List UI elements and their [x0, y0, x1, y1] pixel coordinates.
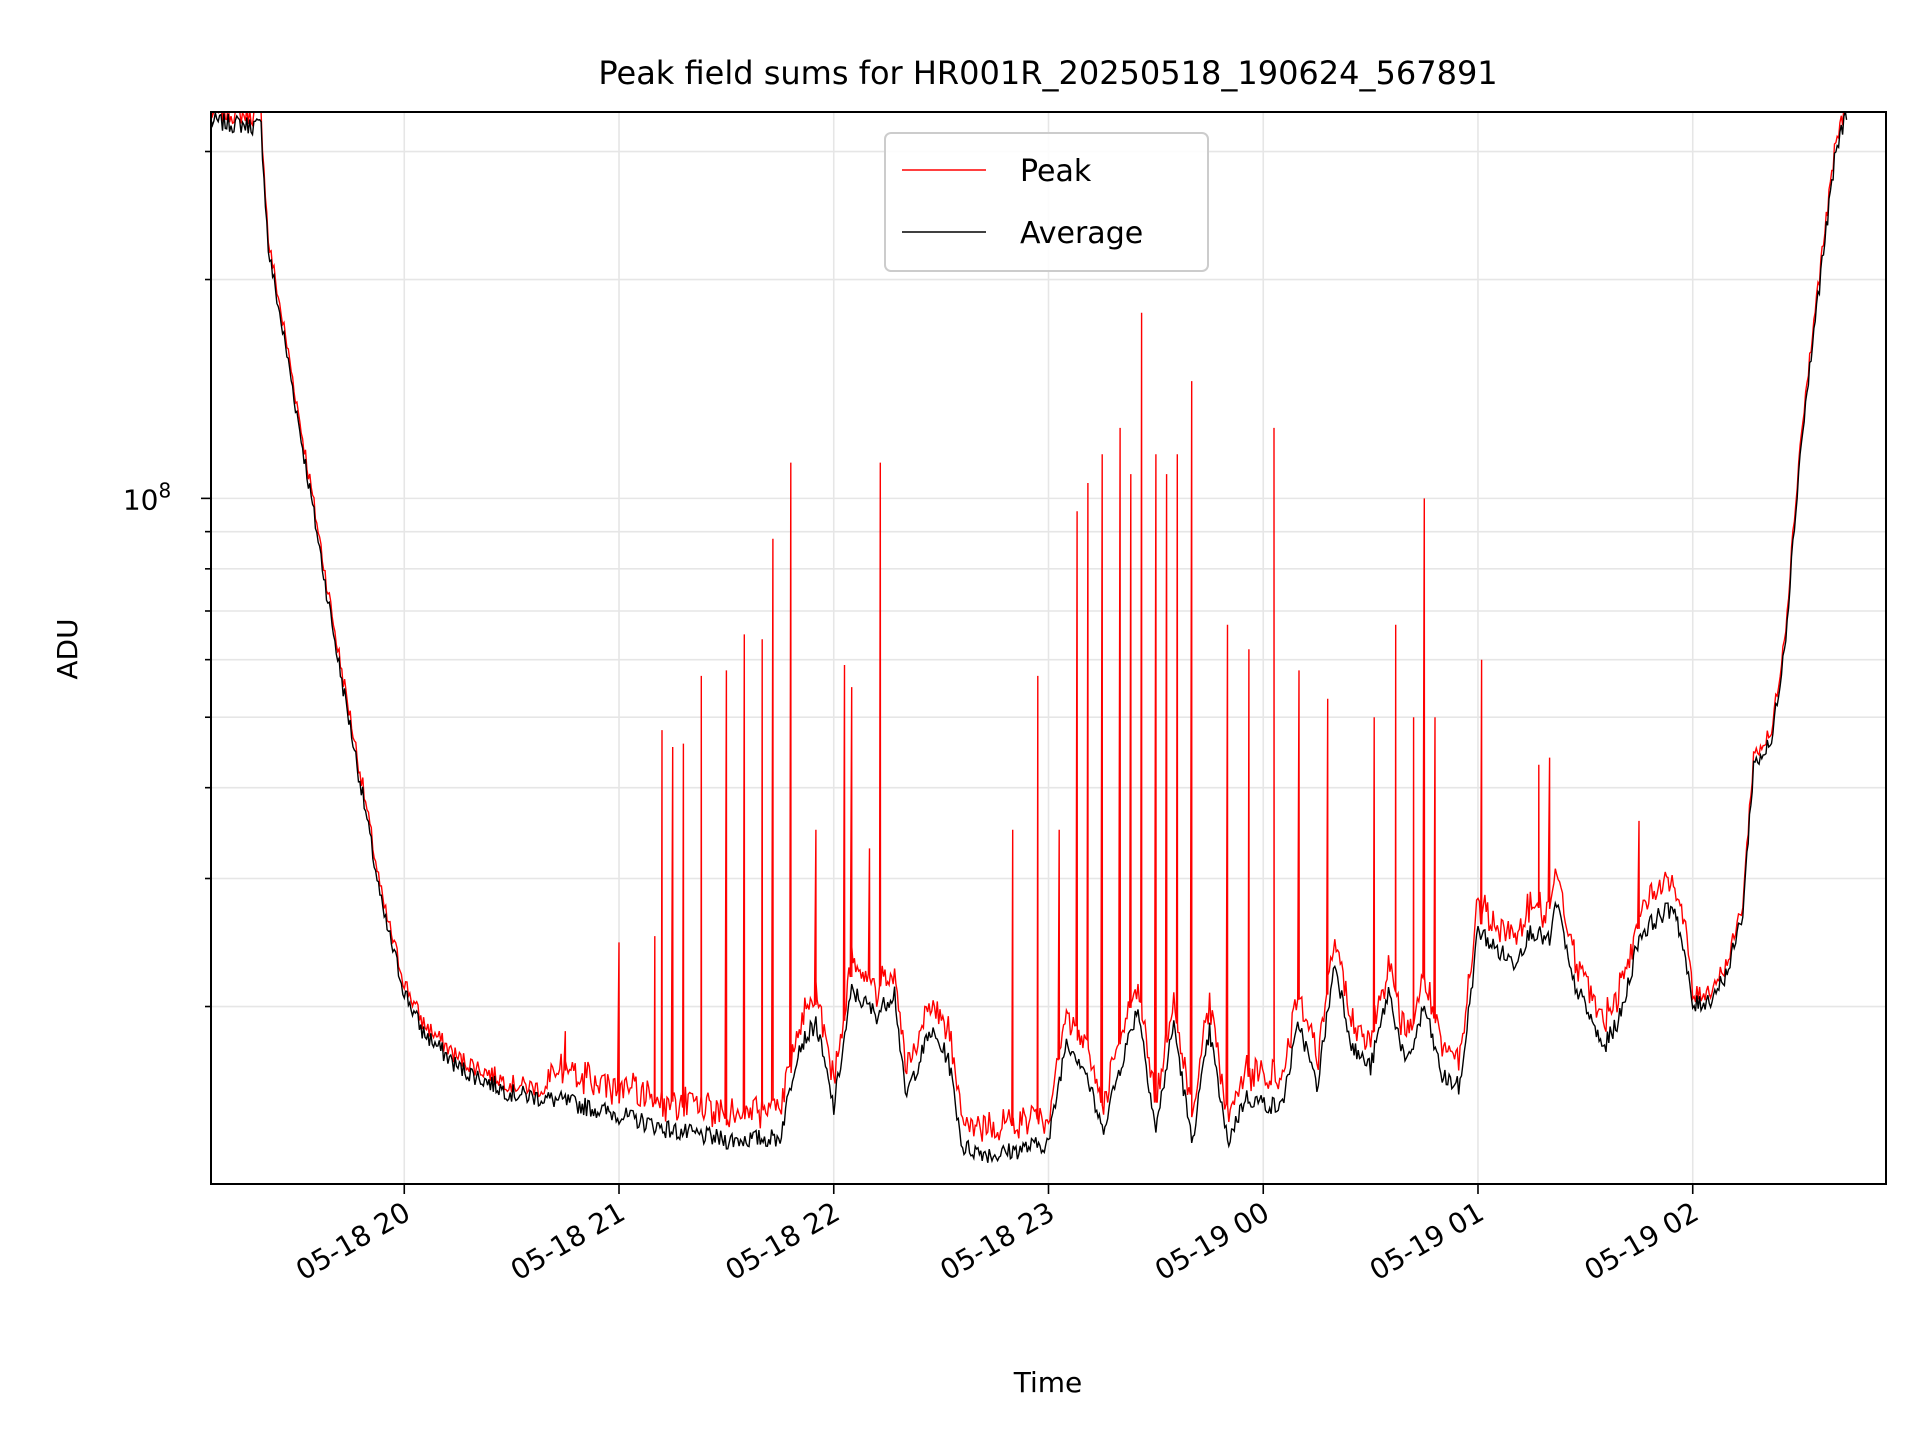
legend-label-peak: Peak [1020, 154, 1092, 189]
legend-box [884, 132, 1209, 272]
series-line-average [211, 112, 1848, 1164]
plot-frame [210, 111, 1887, 1185]
plot-area [211, 112, 1848, 1164]
legend-label-average: Average [1020, 216, 1143, 251]
y-tick-label: 108 [123, 478, 171, 516]
x-axis-label: Time [1013, 1366, 1083, 1399]
chart-title: Peak field sums for HR001R_20250518_1906… [598, 54, 1497, 92]
y-axis-ticks: 108 [123, 150, 211, 1008]
legend: Peak Average [884, 132, 1209, 272]
series-line-peak [211, 112, 1845, 1142]
y-axis-label: ADU [51, 618, 84, 679]
